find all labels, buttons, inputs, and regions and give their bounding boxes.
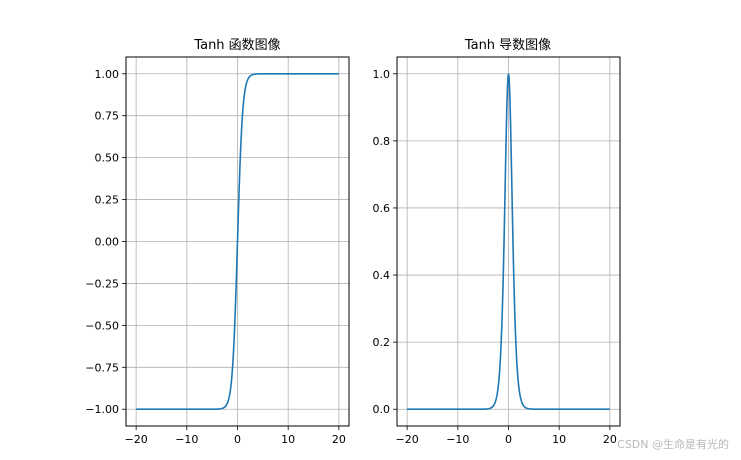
tanh-function-y-tick-label: 0.25: [95, 194, 120, 207]
tanh-derivative-x-tick-label: −10: [446, 433, 469, 446]
tanh-function-y-tick-label: −1.00: [85, 403, 119, 416]
tanh-derivative-x-tick-label: 10: [552, 433, 566, 446]
tanh-function-y-tick-label: 0.50: [95, 152, 120, 165]
tanh-derivative-subplot: Tanh 导数图像 −20 −10 0 10 20 0.0 0.2 0.4 0.6 0.8 1.0: [373, 38, 621, 446]
tanh-derivative-y-tick-label: 0.4: [373, 269, 391, 282]
tanh-function-x-tick-label: 0: [234, 433, 241, 446]
tanh-derivative-x-tick-label: −20: [396, 433, 419, 446]
tanh-function-x-tick-label: 20: [332, 433, 346, 446]
tanh-derivative-y-tick-label: 0.6: [373, 202, 391, 215]
tanh-function-y-tick-label: −0.25: [85, 277, 119, 290]
tanh-derivative-x-tick-label: 0: [505, 433, 512, 446]
tanh-derivative-line: [407, 73, 610, 411]
tanh-derivative-y-tick-label: 0.2: [373, 336, 391, 349]
tanh-function-y-tick-label: 0.75: [95, 110, 120, 123]
tanh-derivative-title: Tanh 导数图像: [464, 38, 551, 53]
tanh-function-x-tick-label: −10: [175, 433, 198, 446]
tanh-derivative-x-ticks: −20 −10 0 10 20: [396, 426, 617, 446]
tanh-function-title: Tanh 函数图像: [193, 38, 280, 53]
tanh-function-y-tick-label: 1.00: [95, 68, 120, 81]
tanh-function-line: [136, 72, 339, 411]
tanh-function-y-tick-label: −0.75: [85, 361, 119, 374]
tanh-function-x-ticks: −20 −10 0 10 20: [125, 426, 346, 446]
watermark: CSDN @生命是有光的: [617, 438, 729, 451]
tanh-function-subplot: Tanh 函数图像 −20 −10 0 10 20 −1.00 −0.75 −0.50 −0.…: [85, 38, 350, 446]
tanh-derivative-grid: [397, 57, 620, 426]
tanh-derivative-y-tick-label: 1.0: [373, 68, 391, 81]
tanh-function-y-ticks: −1.00 −0.75 −0.50 −0.25 0.00 0.25 0.50 0.75 1.00: [85, 68, 126, 416]
tanh-derivative-y-ticks: 0.0 0.2 0.4 0.6 0.8 1.0: [373, 68, 397, 416]
tanh-function-y-tick-label: 0.00: [95, 236, 120, 249]
tanh-derivative-y-tick-label: 0.8: [373, 135, 391, 148]
tanh-function-y-tick-label: −0.50: [85, 319, 119, 332]
tanh-derivative-x-tick-label: 20: [603, 433, 617, 446]
tanh-function-x-tick-label: −20: [125, 433, 148, 446]
tanh-function-x-tick-label: 10: [281, 433, 295, 446]
tanh-derivative-y-tick-label: 0.0: [373, 403, 391, 416]
